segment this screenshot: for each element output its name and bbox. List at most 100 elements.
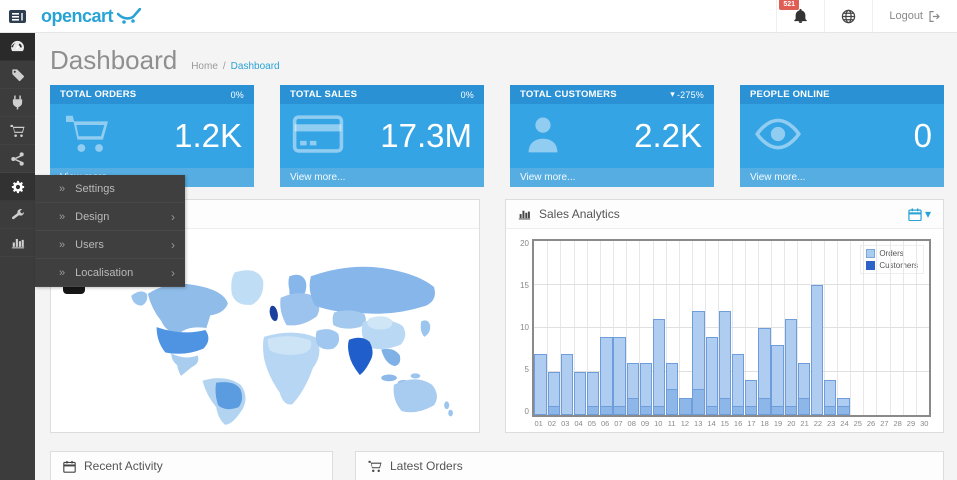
notifications-section[interactable]: 521 — [776, 0, 824, 33]
breadcrumb: Home / Dashboard — [191, 61, 280, 72]
gridline-vertical — [902, 241, 904, 415]
world-map[interactable] — [51, 229, 479, 432]
chevron-right-icon: › — [171, 209, 175, 224]
tile-value: 2.2K — [634, 117, 702, 154]
chevron-right-icon: › — [171, 265, 175, 280]
x-tick-label: 27 — [880, 419, 889, 428]
customers-bar — [692, 388, 705, 415]
sidebar-item-marketing[interactable] — [0, 145, 35, 173]
x-tick-label: 08 — [627, 419, 636, 428]
x-tick-label: 05 — [587, 419, 596, 428]
customers-bar — [797, 397, 810, 415]
plug-icon — [11, 95, 24, 110]
orders-bar — [600, 336, 613, 415]
top-header: opencart 521 Logout — [0, 0, 957, 33]
sidebar-item-reports[interactable] — [0, 229, 35, 257]
latest-orders-title: Latest Orders — [390, 459, 463, 473]
view-more-link[interactable]: View more... — [740, 168, 944, 187]
x-tick-label: 26 — [866, 419, 876, 428]
gridline-vertical — [863, 241, 865, 415]
gridline-vertical — [771, 241, 772, 415]
tile-title: TOTAL CUSTOMERS — [520, 89, 617, 100]
gridline-horizontal — [534, 327, 929, 328]
customers-bar — [771, 406, 784, 415]
flyout-item-localisation[interactable]: » Localisation › — [35, 259, 185, 287]
customers-bar — [600, 406, 613, 415]
flyout-menu: » Settings » Design › » Users › » Localisation › — [35, 175, 185, 287]
customers-bar — [745, 406, 758, 415]
logout-section[interactable]: Logout — [872, 0, 957, 33]
x-tick-label: 10 — [654, 419, 663, 428]
logo-text: opencart — [41, 5, 114, 26]
view-more-link[interactable]: View more... — [510, 168, 714, 187]
x-tick-label: 09 — [640, 419, 650, 428]
gridline-vertical — [626, 241, 628, 415]
y-tick-label: 5 — [524, 365, 529, 374]
menu-toggle-icon[interactable] — [0, 9, 35, 24]
tile-value: 1.2K — [174, 117, 242, 154]
tile-title: TOTAL SALES — [290, 89, 358, 100]
opencart-logo[interactable]: opencart — [41, 5, 142, 27]
customers-bar — [718, 397, 731, 415]
sidebar-item-tools[interactable] — [0, 201, 35, 229]
tile-people-online: PEOPLE ONLINE 0 View more... — [740, 85, 944, 187]
x-tick-label: 07 — [614, 419, 623, 428]
gridline-vertical — [573, 241, 575, 415]
orders-bar — [534, 354, 547, 415]
flyout-item-users[interactable]: » Users › — [35, 231, 185, 259]
x-tick-label: 20 — [787, 419, 796, 428]
x-tick-label: 25 — [853, 419, 862, 428]
customers-bar — [626, 397, 639, 415]
caret-down-icon: ▾ — [670, 89, 675, 99]
tile-total-customers: TOTAL CUSTOMERS ▾ -275% 2.2K View more..… — [510, 85, 714, 187]
gridline-vertical — [665, 241, 667, 415]
sidebar-item-system[interactable] — [0, 173, 35, 201]
x-tick-label: 18 — [760, 419, 769, 428]
x-tick-label: 02 — [547, 419, 557, 428]
sidebar-item-sales[interactable] — [0, 117, 35, 145]
sidebar-nav — [0, 33, 35, 480]
flyout-item-settings[interactable]: » Settings — [35, 175, 185, 203]
gridline-vertical — [599, 241, 601, 415]
latest-orders-panel: Latest Orders — [355, 451, 944, 480]
flyout-item-label: Settings — [75, 182, 115, 195]
gridline-vertical — [547, 241, 549, 415]
double-chevron-icon: » — [59, 266, 66, 279]
double-chevron-icon: » — [59, 182, 66, 195]
x-tick-label: 28 — [893, 419, 902, 428]
sidebar-item-dashboard[interactable] — [0, 33, 35, 61]
customers-bar — [784, 406, 797, 415]
breadcrumb-home[interactable]: Home — [191, 61, 218, 72]
cart-icon — [10, 124, 25, 138]
x-tick-label: 21 — [800, 419, 809, 428]
flyout-item-design[interactable]: » Design › — [35, 203, 185, 231]
breadcrumb-current[interactable]: Dashboard — [230, 61, 280, 72]
recent-activity-panel: Recent Activity — [50, 451, 333, 480]
tile-value: 0 — [913, 117, 932, 154]
customers-swatch — [866, 261, 876, 270]
view-more-link[interactable]: View more... — [280, 168, 484, 187]
flyout-tab — [63, 287, 85, 294]
chart-y-axis: 20 15 10 5 0 — [514, 239, 532, 430]
tile-title: PEOPLE ONLINE — [750, 89, 830, 100]
gridline-vertical — [797, 241, 799, 415]
legend-customers-label: Customers — [879, 261, 918, 270]
date-range-picker[interactable]: ▾ — [908, 207, 931, 221]
sidebar-item-extensions[interactable] — [0, 89, 35, 117]
sidebar-item-catalog[interactable] — [0, 61, 35, 89]
language-section[interactable] — [824, 0, 872, 33]
orders-bar — [705, 336, 718, 415]
main-content: Dashboard Home / Dashboard TOTAL ORDERS … — [35, 33, 957, 480]
logout-label: Logout — [889, 10, 923, 22]
orders-bar — [784, 319, 797, 415]
x-tick-label: 01 — [534, 419, 543, 428]
y-tick-label: 15 — [520, 281, 529, 290]
orders-bar — [771, 345, 784, 415]
tag-icon — [11, 68, 25, 82]
x-tick-label: 16 — [733, 419, 743, 428]
tile-title: TOTAL ORDERS — [60, 89, 137, 100]
gridline-vertical — [915, 241, 917, 415]
cart-icon — [368, 460, 382, 473]
x-tick-label: 12 — [680, 419, 690, 428]
page-title: Dashboard — [50, 45, 178, 75]
